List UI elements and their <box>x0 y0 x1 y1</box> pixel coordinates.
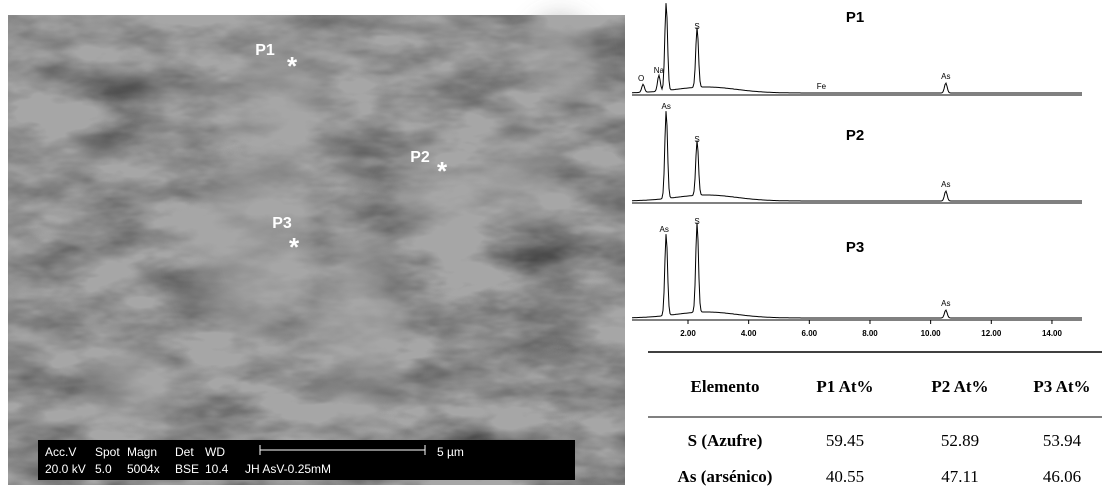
x-tick-label: 14.00 <box>1042 329 1063 338</box>
info-value: JH AsV-0.25mM <box>245 462 331 476</box>
x-tick-label: 8.00 <box>862 329 878 338</box>
info-label: WD <box>205 445 225 459</box>
info-value: 10.4 <box>205 462 229 476</box>
table: Elemento P1 At% P2 At% P3 At% S (Azufre) 59.4… <box>648 377 1102 486</box>
peak-label: As <box>659 225 668 234</box>
peak-label: Fe <box>817 82 827 91</box>
info-label: Spot <box>95 445 120 459</box>
spectrum-title: P1 <box>846 9 864 26</box>
peak-label: S <box>694 135 699 144</box>
peak-label: As <box>941 72 950 81</box>
peak-label: S <box>694 22 699 31</box>
x-tick-label: 10.00 <box>921 329 942 338</box>
marker-symbol: * <box>289 232 300 262</box>
row-label: As (arsénico) <box>678 467 773 486</box>
info-value: 5.0 <box>95 462 112 476</box>
marker-label: P1 <box>255 42 275 59</box>
spectrum-title: P2 <box>846 127 864 144</box>
spectrum-trace <box>632 111 1082 201</box>
spectra: P1 O Na S Fe As P2 As S As P3 As S As 2.00 4.00 6.00 8.00… <box>632 3 1082 338</box>
x-tick-label: 12.00 <box>981 329 1002 338</box>
peak-label: As <box>941 299 950 308</box>
marker-symbol: * <box>437 156 448 186</box>
table-cell: 52.89 <box>941 431 979 450</box>
scale-label: 5 µm <box>437 445 464 459</box>
x-tick-label: 6.00 <box>802 329 818 338</box>
peak-label: As <box>661 102 670 111</box>
peak-label: As <box>941 180 950 189</box>
row-label: S (Azufre) <box>688 431 763 450</box>
x-tick-label: 2.00 <box>680 329 696 338</box>
marker-label: P2 <box>410 149 430 166</box>
info-value: 20.0 kV <box>45 462 86 476</box>
info-label: Magn <box>127 445 157 459</box>
table-cell: 53.94 <box>1043 431 1082 450</box>
table-cell: 40.55 <box>826 467 864 486</box>
spectrum-trace <box>632 223 1082 319</box>
peak-label: S <box>694 217 699 226</box>
marker-label: P3 <box>272 215 292 232</box>
marker-symbol: * <box>287 51 298 81</box>
info-value: 5004x <box>127 462 160 476</box>
figure: P1 O Na S Fe As P2 As S As P3 As S As 2.00 4.00 6.00 8.00… <box>0 0 1102 494</box>
spectrum-title: P3 <box>846 239 864 256</box>
x-tick-label: 4.00 <box>741 329 757 338</box>
table-cell: 46.06 <box>1043 467 1081 486</box>
table-header: Elemento <box>691 377 760 396</box>
info-label: Det <box>175 445 194 459</box>
table-cell: 47.11 <box>941 467 979 486</box>
table-header: P3 At% <box>1033 377 1090 396</box>
info-value: BSE <box>175 462 199 476</box>
table-header: P2 At% <box>931 377 988 396</box>
peak-label: O <box>638 74 644 83</box>
sem-image <box>8 15 625 485</box>
table-header: P1 At% <box>816 377 873 396</box>
info-label: Acc.V <box>45 445 76 459</box>
table-cell: 59.45 <box>826 431 864 450</box>
peak-label: Na <box>654 66 665 75</box>
